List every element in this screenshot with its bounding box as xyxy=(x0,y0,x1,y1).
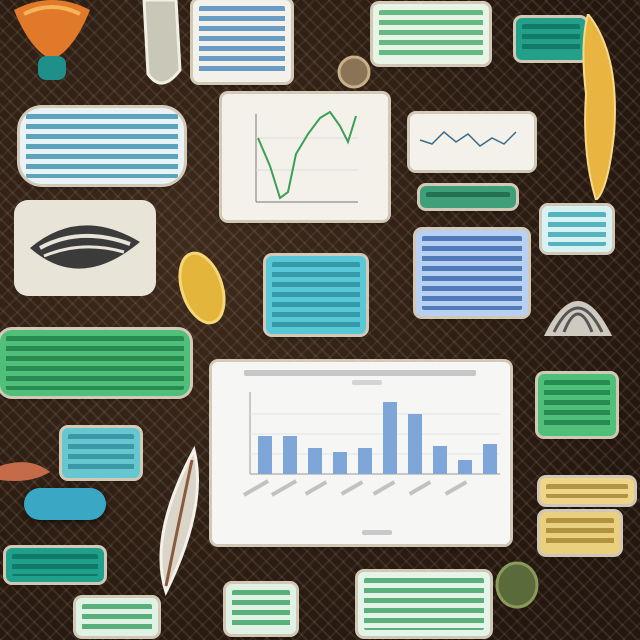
small-line-chart xyxy=(410,114,534,170)
x-label-scribble xyxy=(362,530,392,535)
claw-icon xyxy=(0,462,50,481)
stone-icon xyxy=(495,561,539,609)
card-green-strip xyxy=(420,186,516,208)
leaf-icon xyxy=(159,446,199,596)
fish-icon xyxy=(14,200,156,296)
card-right-yellow-note-2 xyxy=(540,512,620,554)
bar xyxy=(283,436,297,474)
bar xyxy=(258,436,272,474)
card-top-right-teal xyxy=(516,18,586,60)
chart-title-scribble xyxy=(244,370,476,376)
card-center-teal-screen xyxy=(266,256,366,334)
feather-icon xyxy=(582,14,616,200)
line-chart-card xyxy=(222,94,388,220)
card-left-teal-note xyxy=(62,428,140,478)
seed-icon xyxy=(178,251,226,325)
card-right-teal-small xyxy=(542,206,612,252)
card-left-blue-pill xyxy=(24,488,106,520)
bar xyxy=(308,448,322,474)
card-bottom-left-teal xyxy=(6,548,104,582)
card-right-yellow-note-1 xyxy=(540,478,634,504)
bar-chart-card xyxy=(212,362,510,544)
bar xyxy=(333,452,347,474)
bar xyxy=(358,448,372,474)
shell-icon xyxy=(14,0,90,80)
line-chart xyxy=(222,94,388,220)
chart-subtitle-scribble xyxy=(352,380,382,385)
card-top-green-note xyxy=(373,4,489,64)
bar xyxy=(408,414,422,474)
bar xyxy=(433,446,447,474)
card-top-center-note xyxy=(193,0,291,82)
line-series xyxy=(257,110,357,200)
card-left-blue-note xyxy=(20,108,184,184)
bar-chart xyxy=(212,362,510,544)
bone-icon xyxy=(142,0,182,85)
beetle-icon xyxy=(544,301,612,336)
bar xyxy=(483,444,497,474)
small-chart-card xyxy=(410,114,534,170)
card-left-green-note xyxy=(0,330,190,396)
card-bottom-green-2 xyxy=(226,584,296,634)
pebble-icon xyxy=(337,55,371,89)
card-bottom-green-3 xyxy=(358,572,490,636)
card-bottom-green-1 xyxy=(76,598,158,636)
card-right-blue-note xyxy=(416,230,528,316)
card-right-green-screen xyxy=(538,374,616,436)
bars-group xyxy=(258,402,497,474)
bar xyxy=(383,402,397,474)
x-tick-scribbles xyxy=(242,479,468,497)
bar xyxy=(458,460,472,474)
